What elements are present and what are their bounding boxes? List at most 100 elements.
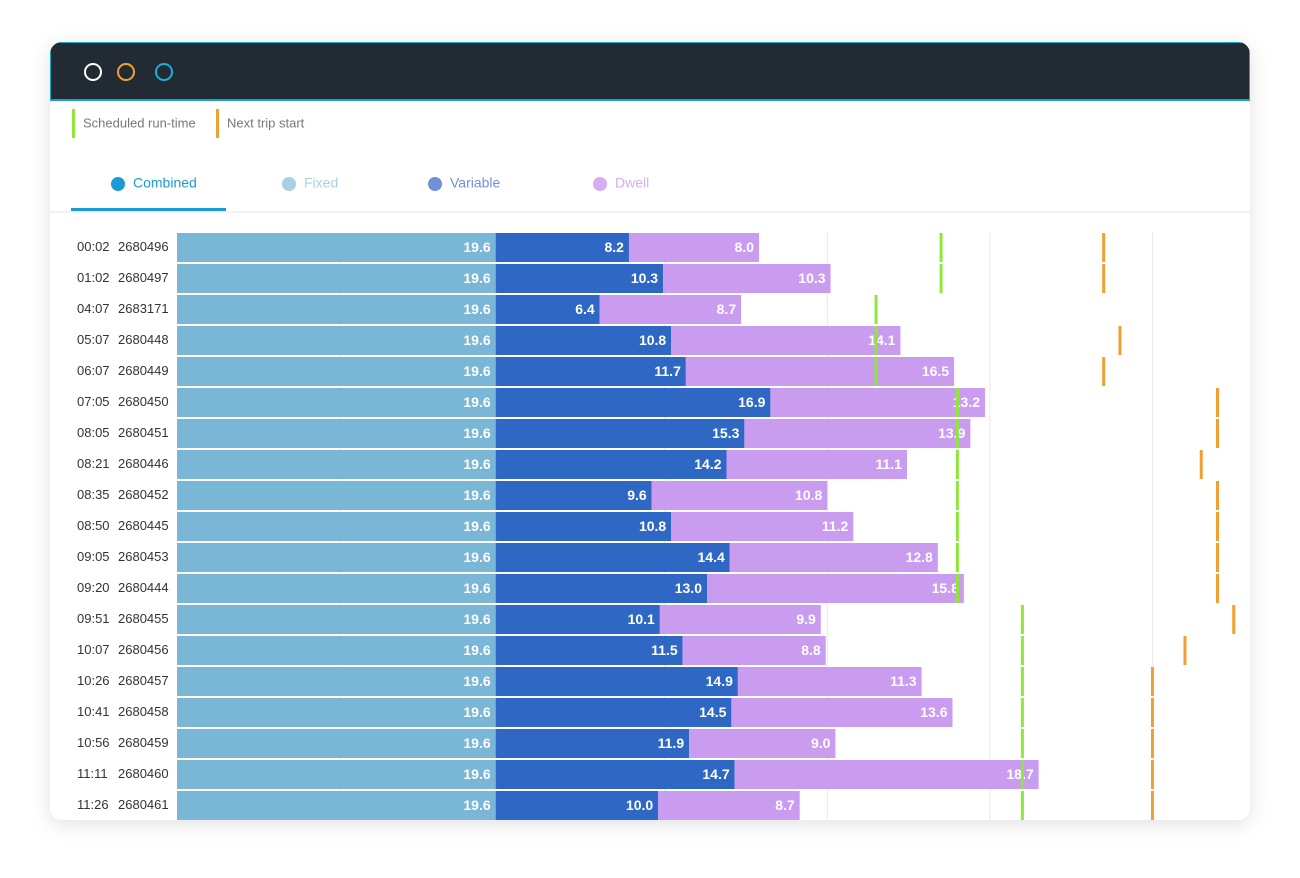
bar-segment xyxy=(495,450,727,479)
bar-value-label: 19.6 xyxy=(463,239,490,255)
window-button[interactable] xyxy=(84,63,102,81)
marker-line xyxy=(1215,543,1219,572)
marker-line xyxy=(1215,512,1219,541)
marker-line xyxy=(955,450,959,479)
window-content: Scheduled run-time Next trip start Combine… xyxy=(50,42,1250,820)
legend-label: Scheduled run-time xyxy=(83,115,196,130)
bar-value-label: 10.0 xyxy=(626,797,653,813)
row-time: 00:02 xyxy=(77,239,110,254)
bar-value-label: 10.8 xyxy=(639,332,666,348)
bar-value-label: 13.0 xyxy=(675,580,702,596)
bar-segment xyxy=(658,791,800,820)
bar-value-label: 10.8 xyxy=(795,487,822,503)
bar-segment xyxy=(729,543,938,572)
bar-segment xyxy=(628,233,760,262)
tab-label[interactable]: Dwell xyxy=(615,175,649,191)
bar-segment xyxy=(495,326,672,355)
marker-line xyxy=(1102,233,1106,262)
tab-dot[interactable] xyxy=(111,177,125,191)
marker-line xyxy=(1150,760,1154,789)
bar-segment xyxy=(495,760,735,789)
bar-value-label: 19.6 xyxy=(463,456,490,472)
bar-segment xyxy=(495,729,690,758)
bar-segment xyxy=(682,636,826,665)
bar-value-label: 19.6 xyxy=(463,673,490,689)
marker-line xyxy=(1118,326,1122,355)
bar-value-label: 19.6 xyxy=(463,735,490,751)
bar-value-label: 10.3 xyxy=(631,270,658,286)
marker-line xyxy=(955,481,959,510)
title-bar xyxy=(50,42,1250,100)
bar-value-label: 19.6 xyxy=(463,425,490,441)
marker-line xyxy=(1020,636,1024,665)
bar-segment xyxy=(177,450,496,479)
bar-segment xyxy=(495,791,659,820)
bar-segment xyxy=(177,264,496,293)
bar-segment xyxy=(689,729,836,758)
window-button[interactable] xyxy=(155,63,173,81)
legend-swatch xyxy=(72,109,75,138)
bar-segment xyxy=(177,512,496,541)
bar-value-label: 19.6 xyxy=(463,518,490,534)
marker-line xyxy=(1150,729,1154,758)
marker-line xyxy=(1020,760,1024,789)
bar-value-label: 11.9 xyxy=(658,735,685,751)
bar-segment xyxy=(659,605,821,634)
row-trip-id: 2680450 xyxy=(118,394,169,409)
row-trip-id: 2680445 xyxy=(118,518,169,533)
marker-line xyxy=(1215,574,1219,603)
bar-value-label: 13.9 xyxy=(938,425,965,441)
tab-dot[interactable] xyxy=(428,177,442,191)
bar-value-label: 19.6 xyxy=(463,270,490,286)
row-time: 06:07 xyxy=(77,363,110,378)
marker-line xyxy=(939,233,943,262)
window-button[interactable] xyxy=(117,63,135,81)
marker-line xyxy=(955,574,959,603)
row-trip-id: 2680448 xyxy=(118,332,169,347)
bar-segment xyxy=(737,667,922,696)
bar-value-label: 19.6 xyxy=(463,394,490,410)
bar-value-label: 15.3 xyxy=(712,425,739,441)
bar-segment xyxy=(177,481,496,510)
row-time: 08:05 xyxy=(77,425,110,440)
marker-line xyxy=(955,543,959,572)
bar-segment xyxy=(495,295,600,324)
row-time: 10:56 xyxy=(77,735,110,750)
row-time: 04:07 xyxy=(77,301,110,316)
bar-segment xyxy=(495,419,745,448)
tab-label[interactable]: Combined xyxy=(133,175,197,191)
tab-label[interactable]: Variable xyxy=(450,175,501,191)
tab-dot[interactable] xyxy=(593,177,607,191)
bar-segment xyxy=(177,419,496,448)
bar-value-label: 19.6 xyxy=(463,580,490,596)
row-time: 07:05 xyxy=(77,394,110,409)
active-tab-underline xyxy=(71,208,226,211)
bar-segment xyxy=(495,481,652,510)
bar-segment xyxy=(177,295,496,324)
marker-line xyxy=(1102,357,1106,386)
tab-label[interactable]: Fixed xyxy=(304,175,338,191)
row-trip-id: 2680444 xyxy=(118,580,169,595)
row-trip-id: 2680453 xyxy=(118,549,169,564)
bar-value-label: 9.6 xyxy=(627,487,647,503)
bar-value-label: 15.8 xyxy=(932,580,959,596)
bar-value-label: 10.8 xyxy=(639,518,666,534)
bar-segment xyxy=(177,357,496,386)
tab-dot[interactable] xyxy=(282,177,296,191)
bar-value-label: 9.9 xyxy=(796,611,816,627)
bar-value-label: 8.2 xyxy=(604,239,624,255)
marker-line xyxy=(1150,698,1154,727)
marker-line xyxy=(955,419,959,448)
bar-segment xyxy=(495,698,732,727)
marker-line xyxy=(955,512,959,541)
row-time: 11:26 xyxy=(77,797,109,812)
bar-segment xyxy=(177,574,496,603)
bar-segment xyxy=(177,636,496,665)
bar-value-label: 14.9 xyxy=(706,673,733,689)
row-time: 09:51 xyxy=(77,611,110,626)
bar-segment xyxy=(495,605,660,634)
title-bar-edge xyxy=(50,99,1250,101)
bar-value-label: 19.6 xyxy=(463,549,490,565)
bar-segment xyxy=(495,357,686,386)
